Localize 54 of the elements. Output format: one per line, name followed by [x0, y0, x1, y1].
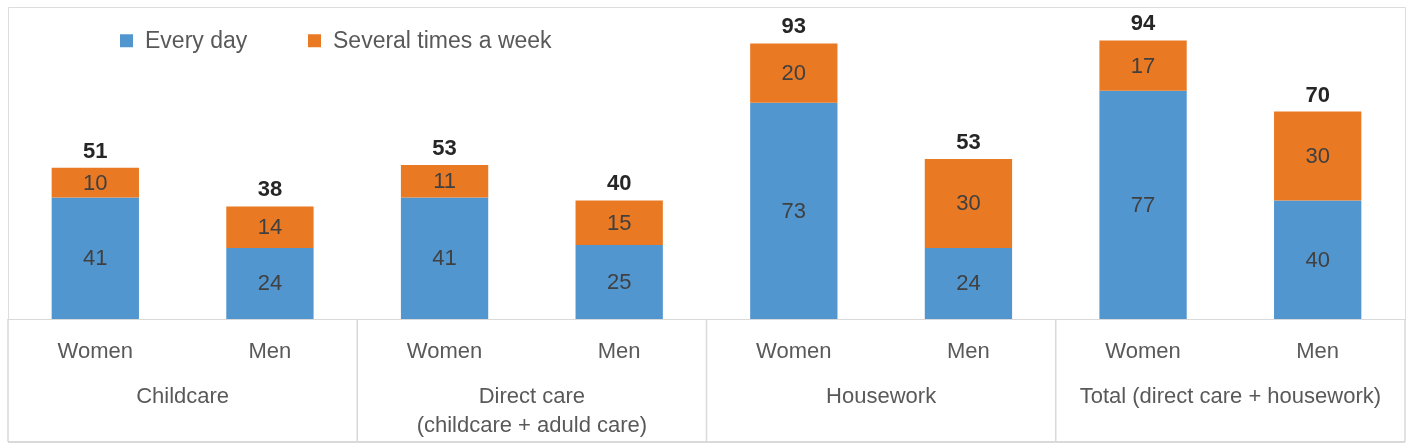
data-label: 14	[257, 214, 283, 240]
bar	[400, 197, 489, 319]
data-label: 20	[781, 60, 807, 86]
data-label: 17	[1130, 52, 1156, 78]
text: Housework	[826, 383, 938, 408]
data-label: 77	[1130, 191, 1156, 217]
text: Childcare	[136, 383, 230, 408]
data-label: 73	[781, 197, 807, 223]
x-tick-label: Women	[756, 337, 832, 363]
data-label: 11	[433, 168, 456, 194]
total-label: 53	[432, 134, 457, 160]
bar	[750, 43, 838, 103]
data-label: 24	[956, 270, 981, 296]
bar	[226, 247, 314, 319]
data-label: 30	[956, 190, 981, 216]
total-label: 93	[781, 13, 807, 39]
total-label: 53	[956, 128, 981, 154]
data-label: 15	[606, 209, 632, 235]
text: Total (direct care + housework)	[1079, 383, 1382, 408]
bar	[575, 200, 663, 245]
bar	[924, 158, 1013, 248]
bar	[51, 197, 139, 319]
bar	[924, 247, 1013, 319]
data-label: 24	[257, 270, 283, 296]
bar	[1099, 40, 1187, 91]
x-tick-label: Men	[248, 337, 292, 363]
bar	[51, 167, 139, 198]
data-label: 10	[83, 169, 108, 195]
bar	[400, 164, 489, 198]
bar	[226, 206, 314, 248]
total-label: 38	[257, 176, 283, 202]
total-label: 51	[83, 137, 108, 163]
total-label: 40	[606, 170, 632, 196]
legend-label: Several times a week	[333, 26, 553, 53]
data-label: 41	[83, 245, 108, 271]
x-tick-label: Women	[57, 337, 134, 363]
x-tick-label: Men	[597, 337, 641, 363]
data-label: 41	[432, 245, 457, 271]
data-label: 40	[1305, 246, 1330, 272]
x-tick-label: Men	[1296, 337, 1340, 363]
x-tick-label: Women	[1105, 337, 1181, 363]
bar	[575, 244, 663, 319]
bar	[1099, 90, 1187, 319]
x-tick-label: Men	[947, 337, 990, 363]
text: Direct care (childcare + aduld care)	[416, 383, 648, 437]
total-label: 70	[1305, 81, 1330, 107]
legend-label: Every day	[145, 26, 248, 53]
bar	[1274, 111, 1362, 201]
data-label: 25	[606, 268, 632, 294]
bar	[750, 102, 838, 319]
x-tick-label: Women	[406, 337, 483, 363]
data-label: 30	[1305, 143, 1330, 169]
bar	[1274, 200, 1362, 319]
total-label: 94	[1130, 10, 1157, 36]
